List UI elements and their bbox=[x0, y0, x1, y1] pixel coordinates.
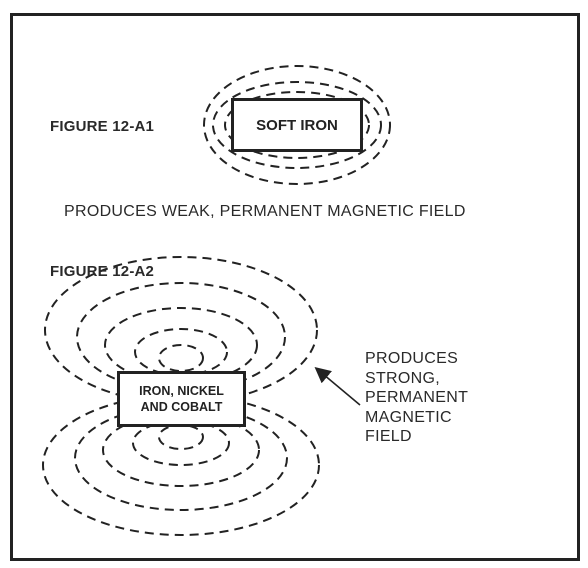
caption-line: STRONG, bbox=[365, 369, 440, 387]
weak-field-caption: PRODUCES WEAK, PERMANENT MAGNETIC FIELD bbox=[64, 203, 466, 220]
strong-field-line-upper bbox=[158, 344, 204, 372]
figure-a2-label: FIGURE 12-A2 bbox=[50, 263, 155, 280]
iron-nickel-cobalt-box: IRON, NICKEL AND COBALT bbox=[117, 371, 246, 427]
weak-field-line bbox=[224, 91, 370, 159]
caption-line: PERMANENT bbox=[365, 389, 469, 406]
strong-field-line-lower bbox=[132, 420, 230, 466]
caption-line: PRODUCES bbox=[365, 350, 459, 367]
caption-line: FIELD bbox=[365, 428, 412, 445]
strong-field-line-lower bbox=[158, 424, 204, 450]
strong-field-line-upper bbox=[134, 328, 228, 376]
figure-a1-label: FIGURE 12-A1 bbox=[50, 118, 155, 135]
soft-iron-box: SOFT IRON bbox=[231, 98, 363, 152]
pointer-arrow bbox=[314, 366, 361, 406]
weak-field-line bbox=[203, 65, 391, 185]
soft-iron-label: SOFT IRON bbox=[256, 116, 338, 134]
strong-field-caption: PRODUCES STRONG, PERMANENT MAGNETIC FIEL… bbox=[365, 349, 505, 447]
material-label-line: AND COBALT bbox=[140, 400, 223, 414]
material-label-line: IRON, NICKEL bbox=[139, 384, 224, 398]
figure-frame bbox=[10, 13, 580, 561]
weak-field-line bbox=[212, 81, 382, 169]
caption-line: MAGNETIC bbox=[365, 408, 452, 426]
